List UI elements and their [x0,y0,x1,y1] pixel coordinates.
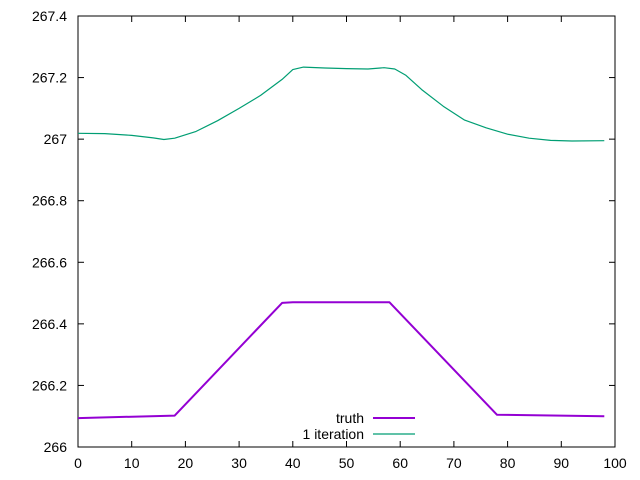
plot-frame [77,15,616,448]
y-tick-label: 266.6 [32,254,67,270]
axis-tick-labels: 0 10 20 30 40 50 60 70 80 90 100 266 266.2 266.4 266.6… [32,8,627,471]
y-tick-label: 266 [44,439,68,455]
x-tick-label: 80 [500,455,516,471]
x-tick-label: 60 [392,455,408,471]
x-tick-label: 70 [446,455,462,471]
x-tick-label: 50 [339,455,355,471]
y-tick-label: 267.4 [32,8,67,24]
axis-ticks [77,15,616,448]
series-line-truth [77,301,605,420]
data-series [77,66,605,420]
legend-label: 1 iteration [303,426,364,442]
x-tick-label: 0 [74,455,82,471]
x-tick-label: 90 [554,455,570,471]
x-tick-label: 20 [178,455,194,471]
x-tick-label: 10 [124,455,140,471]
x-tick-label: 40 [285,455,301,471]
x-tick-label: 100 [603,455,627,471]
y-tick-label: 267 [44,131,68,147]
y-tick-label: 266.2 [32,377,67,393]
legend-label: truth [336,410,364,426]
y-tick-label: 266.4 [32,316,67,332]
y-tick-label: 267.2 [32,70,67,86]
y-tick-label: 266.8 [32,193,67,209]
x-tick-label: 30 [231,455,247,471]
series-line-1-iteration [77,66,605,142]
